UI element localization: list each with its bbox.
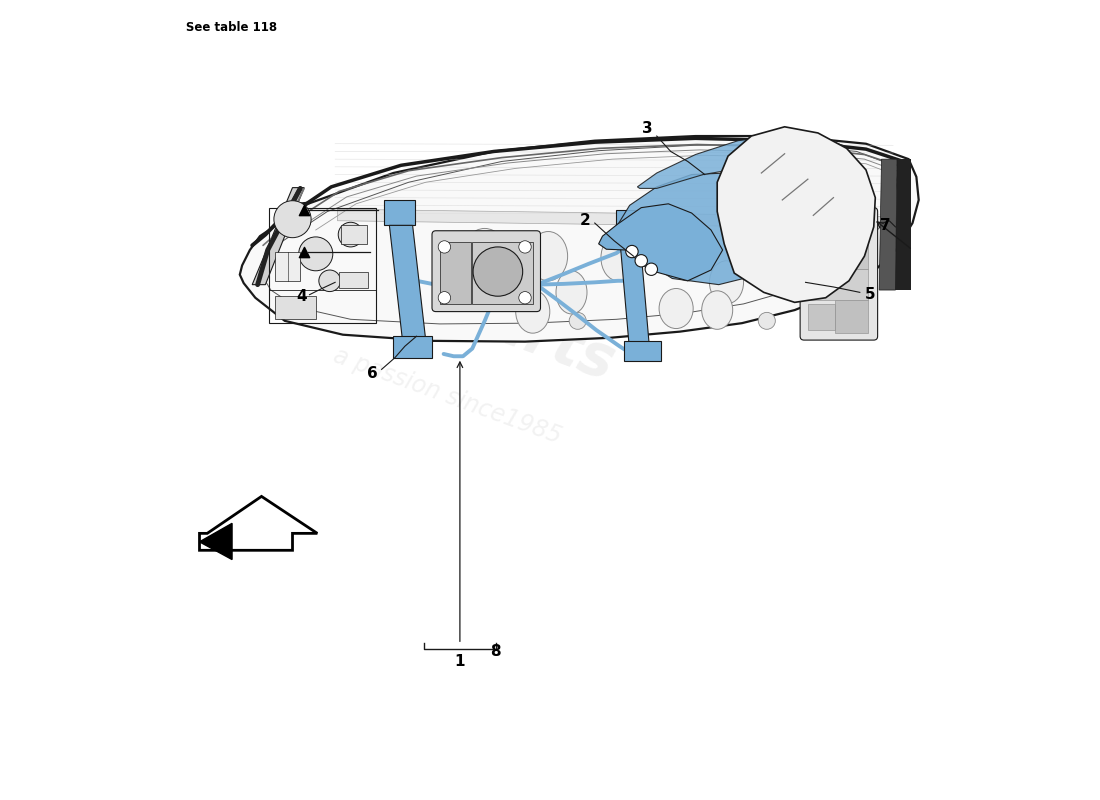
Text: a passion since1985: a passion since1985 bbox=[330, 344, 564, 449]
Ellipse shape bbox=[669, 231, 707, 281]
Circle shape bbox=[438, 282, 454, 298]
Polygon shape bbox=[835, 300, 868, 333]
Circle shape bbox=[519, 291, 531, 304]
Ellipse shape bbox=[529, 231, 568, 281]
Circle shape bbox=[338, 222, 363, 247]
Circle shape bbox=[569, 312, 586, 330]
Polygon shape bbox=[394, 336, 432, 358]
FancyBboxPatch shape bbox=[432, 230, 540, 311]
Polygon shape bbox=[895, 159, 911, 290]
Circle shape bbox=[742, 226, 760, 243]
Ellipse shape bbox=[462, 229, 508, 287]
Ellipse shape bbox=[710, 261, 744, 304]
Point bbox=[295, 203, 312, 216]
Circle shape bbox=[438, 241, 451, 253]
Circle shape bbox=[645, 263, 658, 275]
Polygon shape bbox=[637, 134, 850, 188]
Polygon shape bbox=[389, 226, 426, 341]
Point bbox=[295, 245, 312, 258]
Text: euroParts: euroParts bbox=[302, 230, 623, 393]
Polygon shape bbox=[616, 210, 656, 236]
Polygon shape bbox=[807, 234, 868, 270]
Polygon shape bbox=[808, 204, 832, 218]
Polygon shape bbox=[199, 523, 232, 559]
Circle shape bbox=[635, 254, 648, 267]
Circle shape bbox=[756, 255, 772, 272]
Text: 2: 2 bbox=[580, 214, 591, 228]
Polygon shape bbox=[199, 496, 317, 550]
Circle shape bbox=[299, 237, 333, 270]
Polygon shape bbox=[807, 304, 835, 330]
Bar bbox=[339, 271, 369, 289]
Polygon shape bbox=[338, 209, 895, 229]
Polygon shape bbox=[598, 204, 723, 281]
Circle shape bbox=[626, 246, 638, 258]
Polygon shape bbox=[252, 188, 304, 285]
Bar bbox=[341, 226, 367, 244]
Ellipse shape bbox=[767, 255, 798, 294]
Ellipse shape bbox=[556, 270, 587, 314]
Circle shape bbox=[319, 270, 341, 291]
Polygon shape bbox=[275, 296, 316, 319]
FancyBboxPatch shape bbox=[800, 208, 878, 340]
Polygon shape bbox=[616, 173, 784, 285]
Polygon shape bbox=[240, 136, 918, 342]
Text: 4: 4 bbox=[296, 289, 307, 304]
Polygon shape bbox=[717, 126, 876, 302]
Text: See table 118: See table 118 bbox=[157, 22, 277, 34]
Ellipse shape bbox=[735, 234, 768, 278]
Circle shape bbox=[438, 291, 451, 304]
Polygon shape bbox=[275, 251, 300, 281]
Circle shape bbox=[473, 247, 522, 296]
Polygon shape bbox=[807, 270, 868, 300]
Polygon shape bbox=[440, 242, 471, 304]
Ellipse shape bbox=[659, 289, 693, 329]
Text: 7: 7 bbox=[880, 218, 891, 233]
Polygon shape bbox=[807, 218, 868, 234]
Text: 8: 8 bbox=[491, 645, 501, 659]
Circle shape bbox=[274, 201, 311, 238]
Ellipse shape bbox=[516, 290, 550, 333]
Text: 5: 5 bbox=[865, 287, 876, 302]
Text: 6: 6 bbox=[367, 366, 377, 381]
FancyBboxPatch shape bbox=[144, 0, 301, 55]
Text: 1: 1 bbox=[454, 654, 465, 670]
Polygon shape bbox=[879, 159, 896, 290]
Ellipse shape bbox=[702, 291, 733, 330]
Polygon shape bbox=[472, 242, 532, 304]
Ellipse shape bbox=[601, 234, 635, 281]
Polygon shape bbox=[624, 341, 661, 361]
Circle shape bbox=[758, 312, 776, 330]
Polygon shape bbox=[384, 200, 415, 226]
Text: 3: 3 bbox=[642, 121, 653, 136]
Polygon shape bbox=[619, 236, 649, 342]
Circle shape bbox=[519, 241, 531, 253]
